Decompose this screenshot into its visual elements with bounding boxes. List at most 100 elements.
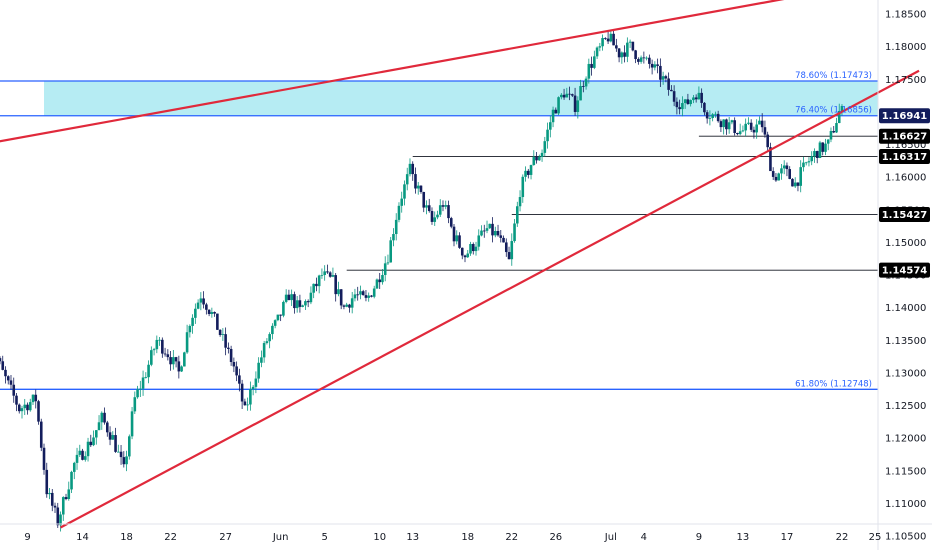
price-badge-label: 1.14574 — [882, 266, 928, 277]
candle-body — [89, 441, 93, 446]
candle-body — [381, 275, 384, 283]
candle — [480, 225, 483, 237]
candle — [394, 213, 398, 241]
candle-body — [50, 492, 54, 506]
candle — [317, 274, 321, 294]
candle — [557, 96, 560, 116]
candle — [562, 88, 566, 100]
candle-body — [312, 283, 315, 293]
candle — [708, 110, 712, 126]
candle — [108, 426, 112, 446]
candle-body — [1, 361, 5, 370]
candle-body — [260, 357, 263, 363]
candle-body — [565, 93, 569, 98]
candle — [103, 407, 106, 425]
candle-body — [689, 100, 692, 105]
candle — [100, 411, 104, 430]
candle-body — [532, 156, 536, 166]
candle — [705, 110, 709, 124]
candle-body — [637, 59, 640, 62]
candle-body — [372, 288, 376, 297]
candle-body — [405, 174, 409, 185]
candle-body — [339, 289, 343, 306]
candle — [221, 328, 225, 341]
candle-body — [45, 469, 49, 495]
candle — [136, 385, 139, 399]
candle — [20, 405, 24, 419]
candle-body — [328, 272, 332, 277]
candle-body — [623, 52, 626, 57]
candle-body — [75, 454, 79, 463]
candle-body — [672, 91, 676, 102]
candle-body — [678, 107, 681, 110]
candle-body — [12, 384, 16, 396]
candle-body — [675, 101, 679, 108]
candle — [290, 289, 293, 306]
candle — [560, 93, 563, 100]
candle-body — [367, 295, 371, 298]
candle-body — [433, 217, 437, 222]
candle-body — [642, 57, 646, 59]
candle — [821, 142, 825, 156]
price-badge-label: 1.16317 — [882, 152, 928, 163]
candle — [6, 375, 10, 385]
candle — [587, 58, 591, 84]
candle-body — [659, 65, 662, 80]
candle — [535, 151, 538, 164]
candle — [119, 444, 123, 465]
y-tick-label: 1.15000 — [885, 238, 926, 249]
candle-body — [185, 332, 189, 353]
candle-body — [158, 339, 161, 341]
candle — [785, 162, 789, 177]
candle-body — [81, 450, 84, 460]
candle — [183, 351, 186, 367]
candle — [444, 200, 448, 210]
candle — [427, 198, 431, 213]
candle — [471, 242, 475, 255]
candle — [348, 303, 351, 313]
candle-body — [295, 300, 299, 309]
candle — [207, 309, 211, 317]
candle-body — [265, 341, 269, 344]
candle-body — [199, 298, 203, 303]
candle-body — [791, 178, 794, 187]
candle — [205, 302, 208, 315]
candle-body — [425, 205, 428, 208]
candle-body — [807, 161, 811, 163]
candle — [681, 96, 684, 117]
x-tick-label: 25 — [869, 532, 882, 543]
candle — [81, 448, 84, 461]
candle-body — [507, 252, 511, 260]
candle — [813, 148, 816, 163]
candle-body — [59, 514, 62, 526]
y-tick-label: 1.11500 — [885, 466, 926, 477]
candle — [141, 370, 145, 396]
candle — [83, 451, 87, 462]
candle-body — [686, 99, 690, 105]
candle — [598, 42, 602, 52]
candle — [114, 427, 117, 453]
candle-body — [301, 305, 304, 307]
candle-body — [664, 76, 668, 79]
candle — [703, 101, 706, 116]
candle-body — [39, 421, 43, 448]
candle — [422, 191, 426, 213]
candle-body — [386, 262, 390, 264]
candle-body — [397, 205, 401, 220]
candle-body — [458, 235, 461, 248]
x-tick-label: 9 — [696, 532, 702, 543]
fib-label-1: 76.40% (1.16856) — [795, 106, 872, 116]
candle — [441, 200, 445, 212]
candle-body — [804, 162, 808, 164]
candle — [320, 268, 324, 279]
candle-body — [703, 102, 706, 113]
candle — [262, 340, 266, 363]
candle-body — [337, 289, 340, 295]
candle-body — [645, 57, 648, 59]
candle — [279, 314, 282, 322]
candle-body — [323, 271, 326, 275]
candle — [273, 319, 277, 329]
candle — [403, 180, 406, 206]
candle-body — [747, 122, 750, 124]
